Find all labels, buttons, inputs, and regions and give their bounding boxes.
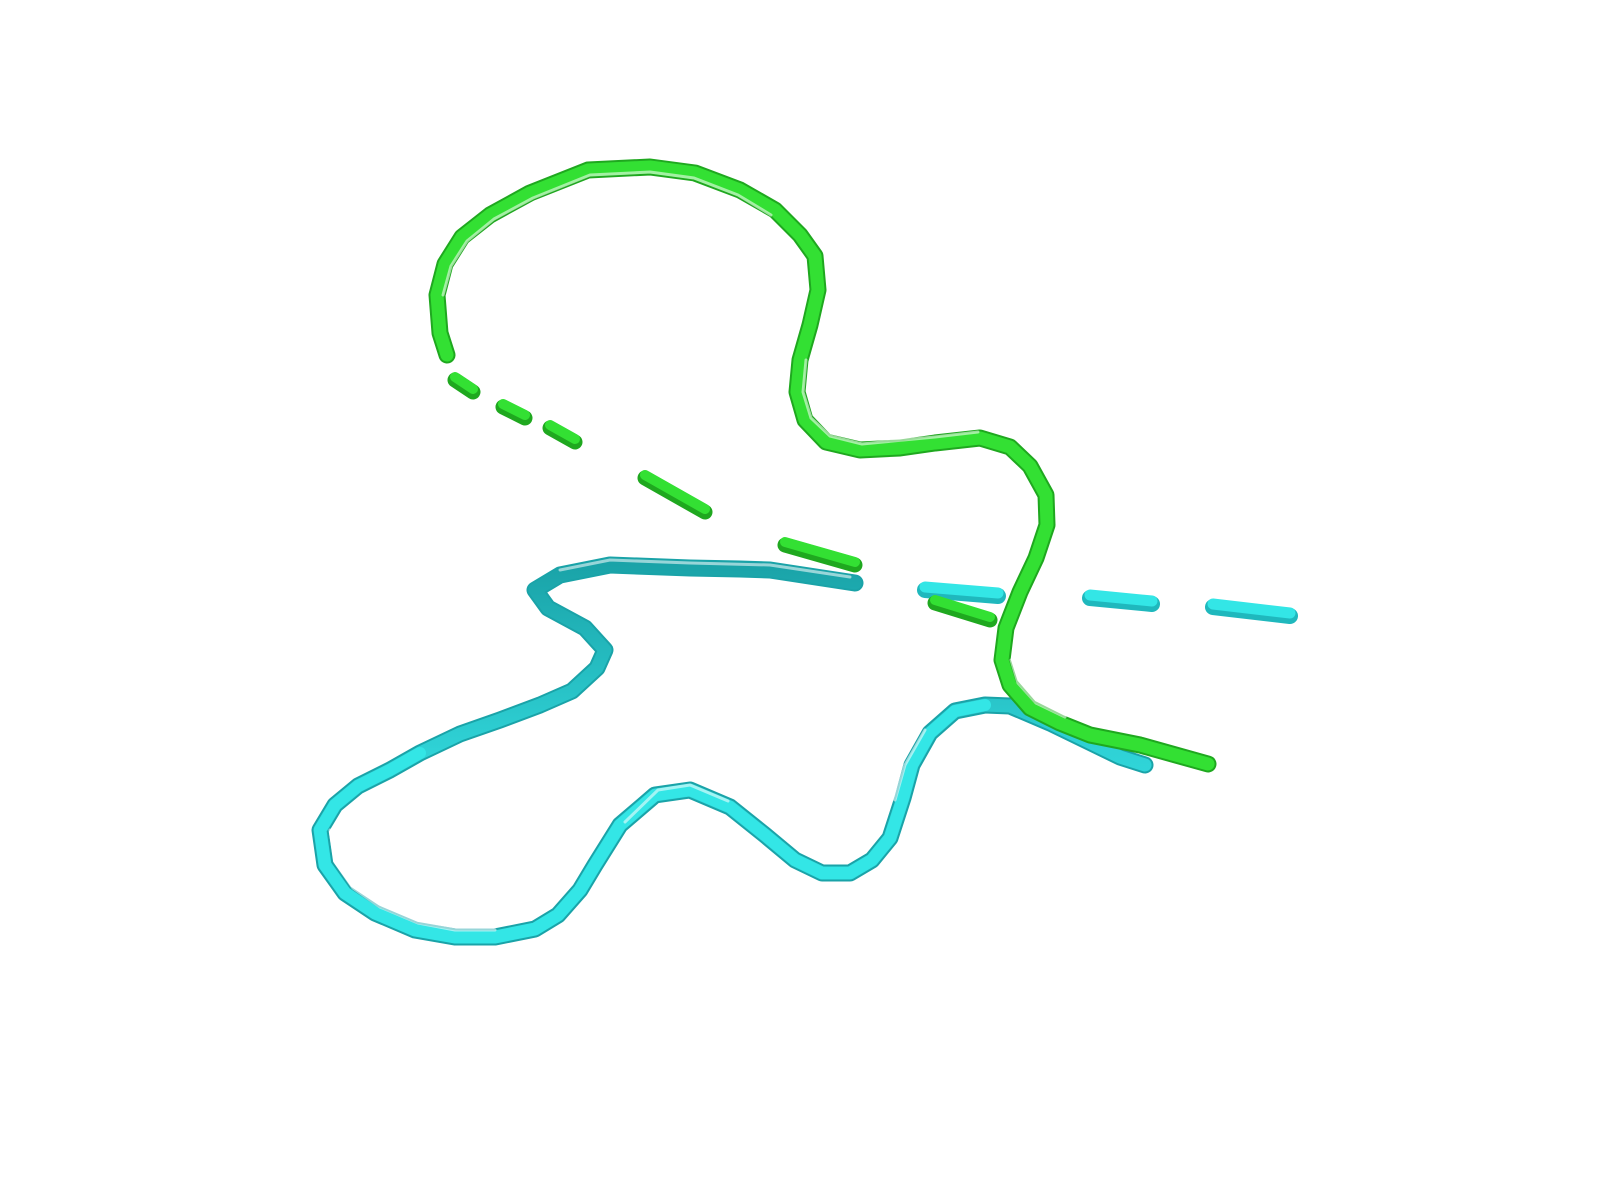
cyan-gap-dashes — [917, 581, 1298, 624]
chain-green[interactable] — [428, 158, 1217, 773]
chain-cyan[interactable] — [311, 556, 1298, 946]
green-gap-dashes — [447, 372, 998, 628]
